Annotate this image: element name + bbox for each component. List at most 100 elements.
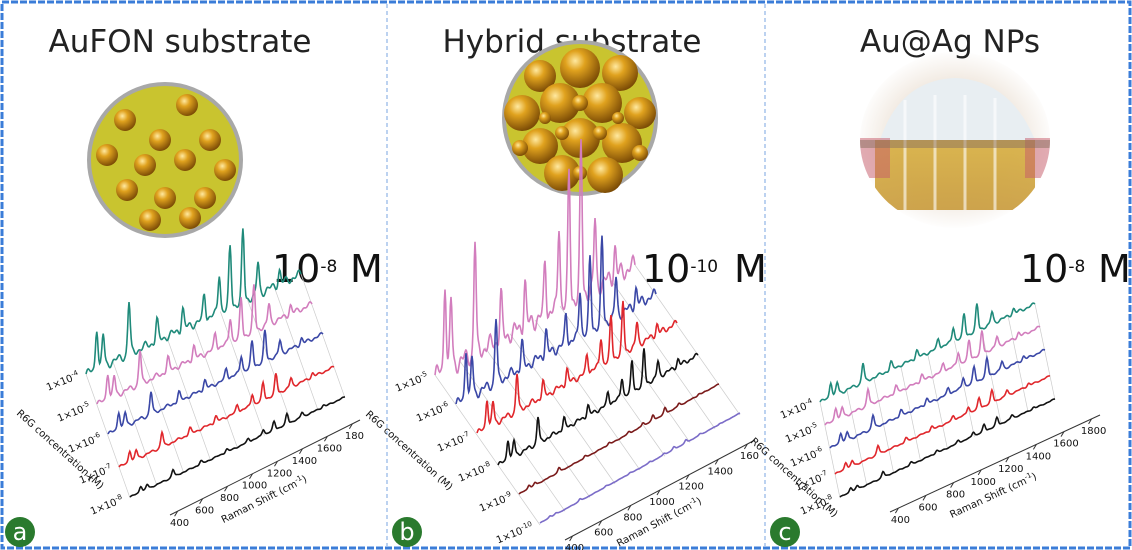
panel-badge [5,517,35,547]
concentration-label-base: 1×10 [457,464,487,484]
detection-limit-unit: M [1098,247,1131,291]
grid-line [112,361,158,486]
concentration-label-base: 1×10 [436,434,466,454]
x-tick [249,473,253,480]
detection-limit: 10-8 [1020,247,1085,291]
grid-line [1007,316,1029,413]
grid-line [609,278,716,429]
concentration-label-base: 1×10 [478,494,508,514]
concentration-label-exp: -4 [70,369,80,379]
concentration-label: 1×10-10 [494,520,535,547]
x-tick-label: 600 [918,502,937,513]
particle [587,157,623,193]
panel-badge [770,517,800,547]
particle [194,187,216,209]
grid-line [584,292,691,443]
y-axis-title: R6G concentration (M) [748,436,839,520]
concentration-label-base: 1×10 [784,425,814,445]
grid-line [1034,303,1056,401]
concentration-label: 1×10-5 [783,421,820,446]
x-axis [169,419,361,516]
particle [539,112,551,124]
spectrum [118,365,335,468]
concentration-label: 1×10-6 [66,431,103,456]
x-tick-label: 400 [565,543,584,550]
concentration-label: 1×10-8 [456,460,493,485]
x-tick-label: 1000 [649,497,674,508]
concentration-label-exp: -8 [824,493,833,503]
detection-limit-unit: M [350,247,383,291]
x-tick-label: 1400 [708,466,733,477]
x-axis [889,414,1101,513]
particle [214,159,236,181]
particle [593,126,607,140]
x-tick [224,485,228,492]
concentration-label: 1×10-5 [55,400,92,425]
grid-line [634,264,741,416]
grid-line [459,361,566,512]
grid-line [139,348,185,474]
particle [149,129,171,151]
particle [504,95,540,131]
x-tick [950,482,955,488]
x-tick-label: 400 [170,518,189,529]
concentration-label: 1×10-8 [88,493,125,518]
x-tick [199,498,204,504]
particle [555,126,569,140]
x-tick-label: 1200 [267,468,292,479]
particle [524,60,556,92]
x-axis-title-end: ) [1030,471,1038,483]
x-tick-label: 180 [345,431,364,442]
x-axis-title-base: Raman Shift (cm [615,501,694,550]
x-tick [1005,456,1010,463]
concentration-label-exp: -10 [520,520,534,532]
concentration-label-base: 1×10 [45,373,75,393]
x-tick [743,443,748,450]
concentration-label-base: 1×10 [495,526,525,546]
particle [572,95,588,111]
x-tick [348,423,353,430]
x-tick-label: 800 [946,490,965,501]
spectrum [819,302,1036,403]
x-tick-label: 1600 [1053,439,1078,450]
detection-limit-base: 10 [1020,247,1068,291]
particle [632,145,648,161]
x-tick-label: 800 [623,512,642,523]
concentration-label-exp: -5 [809,421,818,431]
x-axis-title-exp: -1 [1023,471,1033,481]
x-axis-title-exp: -1 [688,496,698,506]
spectrum [455,235,657,405]
concentration-label-base: 1×10 [779,401,809,421]
panel-label: c [778,518,791,546]
detection-limit-base: 10 [642,247,690,291]
x-tick [569,535,574,542]
grid-line [434,374,541,526]
concentration-label: 1×10-6 [788,445,825,470]
x-tick-label: 1200 [998,464,1023,475]
x-tick [274,460,278,467]
x-tick-label: 1400 [292,456,317,467]
concentration-label: 1×10-5 [393,370,430,395]
grid-line [900,365,921,462]
particle [116,179,138,201]
panel-badge [392,517,422,547]
detection-limit-exp: -8 [1068,257,1085,277]
concentration-label-base: 1×10 [56,404,86,424]
x-tick [656,489,661,496]
concentration-label-base: 1×10 [789,449,819,469]
detection-limit: 10-8 [272,247,337,291]
panel-label: a [13,518,28,546]
particle [114,109,136,131]
x-tick-label: 1200 [678,482,703,493]
particle [154,187,176,209]
x-tick [598,520,603,526]
particle [582,83,622,123]
x-tick [627,505,632,511]
detection-limit-exp: -10 [690,257,718,277]
detection-limit: 10-10 [642,247,718,291]
particle [602,55,638,91]
x-tick [922,495,927,501]
spectrum [824,325,1041,426]
